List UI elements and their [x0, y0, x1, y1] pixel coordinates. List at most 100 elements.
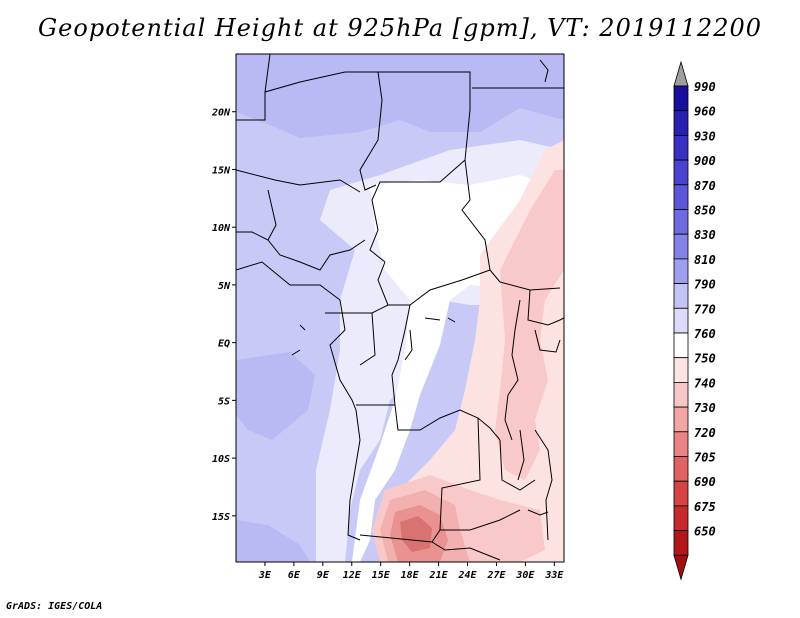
colorbar-swatch — [673, 283, 689, 309]
longitude-axis: 3E 6E 9E 12E 15E 18E 21E 24E 27E 30E 33E — [258, 562, 564, 581]
colorbar-swatch — [673, 456, 689, 482]
border-line — [378, 71, 471, 110]
colorbar-level-label: 650 — [694, 525, 716, 539]
colorbar-swatch — [673, 431, 689, 457]
colorbar-swatch — [673, 233, 689, 260]
border-line — [527, 289, 564, 326]
lat-tick-label: EQ — [218, 339, 230, 350]
border-line — [391, 304, 501, 441]
lat-tick-label: 15N — [212, 165, 231, 176]
colorbar-level-label: 705 — [694, 451, 716, 465]
border-line — [359, 312, 376, 366]
border-line — [291, 324, 306, 356]
colorbar-swatch — [673, 406, 689, 433]
map-frame-border — [235, 53, 565, 563]
border-line — [236, 169, 361, 193]
colorbar-level-label: 900 — [694, 154, 716, 168]
colorbar-level-label: 760 — [694, 327, 716, 341]
colorbar-level-label: 690 — [694, 475, 716, 489]
chart-title: Geopotential Height at 925hPa [gpm], VT:… — [38, 14, 762, 42]
colorbar-bottom-arrow — [673, 554, 689, 581]
lon-tick-label: 15E — [372, 570, 391, 581]
colorbar-swatch — [673, 480, 689, 507]
lat-tick-label: 20N — [211, 108, 231, 119]
colorbar-swatch — [673, 530, 689, 556]
lon-tick-label: 6E — [288, 570, 301, 581]
colorbar-swatch — [673, 209, 689, 235]
colorbar-level-label: 675 — [694, 500, 716, 514]
colorbar-top-arrow — [673, 60, 689, 87]
height-field — [236, 54, 564, 562]
colorbar-level-label: 870 — [694, 179, 716, 193]
field-west-800 — [236, 352, 315, 440]
field-east-740 — [495, 170, 564, 480]
colorbar-level-label: 830 — [694, 228, 716, 242]
border-line — [517, 429, 525, 481]
colorbar-swatch — [673, 85, 689, 112]
field-south-705 — [400, 516, 432, 552]
colorbar-swatch — [673, 357, 689, 383]
lat-tick-label: 5S — [218, 396, 230, 407]
lat-tick-label: 15S — [212, 512, 230, 523]
latitude-axis: 20N 15N 10N 5N EQ 5S 10S 15S — [211, 108, 236, 523]
lon-tick-label: 33E — [544, 570, 564, 581]
border-line — [404, 329, 413, 361]
border-line — [534, 429, 553, 541]
border-line — [504, 299, 521, 441]
colorbar-swatch — [673, 134, 689, 161]
colorbar: 990 960 930 900 870 850 830 810 790 770 760 750 740 7… — [673, 60, 716, 581]
colorbar-swatch — [673, 110, 689, 136]
colorbar-swatch — [673, 159, 689, 186]
field-southwest-800 — [236, 520, 310, 562]
colorbar-level-label: 730 — [694, 401, 716, 415]
border-line — [431, 541, 501, 561]
border-line — [499, 439, 536, 491]
colorbar-swatch — [673, 332, 689, 359]
lat-tick-label: 10S — [212, 454, 230, 465]
border-line — [347, 409, 361, 541]
colorbar-swatch — [673, 307, 689, 334]
border-line — [236, 92, 266, 121]
lon-tick-label: 12E — [343, 570, 362, 581]
border-line — [267, 189, 277, 241]
border-line — [439, 417, 481, 531]
colorbar-level-label: 790 — [694, 278, 716, 292]
colorbar-level-label: 990 — [694, 80, 716, 94]
border-line — [264, 54, 383, 191]
lon-tick-label: 18E — [401, 570, 420, 581]
lon-tick-label: 30E — [515, 570, 535, 581]
border-line — [236, 261, 346, 331]
lat-tick-label: 10N — [212, 223, 231, 234]
lat-tick-label: 5N — [218, 281, 231, 292]
colorbar-level-label: 750 — [694, 352, 716, 366]
border-line — [236, 231, 366, 271]
colorbar-level-label: 720 — [694, 426, 716, 440]
lon-tick-label: 9E — [317, 570, 330, 581]
border-line — [369, 109, 471, 263]
border-line — [534, 329, 561, 353]
field-north-800 — [236, 54, 564, 138]
lon-tick-label: 21E — [429, 570, 449, 581]
border-line — [539, 59, 549, 83]
border-line — [329, 329, 357, 411]
footer-credit: GrADS: IGES/COLA — [6, 601, 103, 612]
colorbar-level-label: 810 — [694, 253, 716, 267]
lon-tick-label: 27E — [486, 570, 506, 581]
colorbar-level-label: 960 — [694, 105, 716, 119]
border-line — [424, 317, 456, 323]
border-line — [359, 509, 521, 543]
colorbar-level-label: 930 — [694, 129, 716, 143]
colorbar-swatch — [673, 184, 689, 210]
colorbar-level-label: 850 — [694, 204, 716, 218]
colorbar-level-label: 740 — [694, 376, 716, 390]
colorbar-swatch — [673, 505, 689, 531]
lon-tick-label: 3E — [258, 570, 272, 581]
border-line — [461, 159, 561, 291]
country-borders — [236, 54, 564, 561]
colorbar-swatch — [673, 258, 689, 284]
border-line — [527, 509, 549, 516]
lon-tick-label: 24E — [457, 570, 477, 581]
colorbar-level-label: 770 — [694, 302, 716, 316]
colorbar-swatch — [673, 381, 689, 408]
